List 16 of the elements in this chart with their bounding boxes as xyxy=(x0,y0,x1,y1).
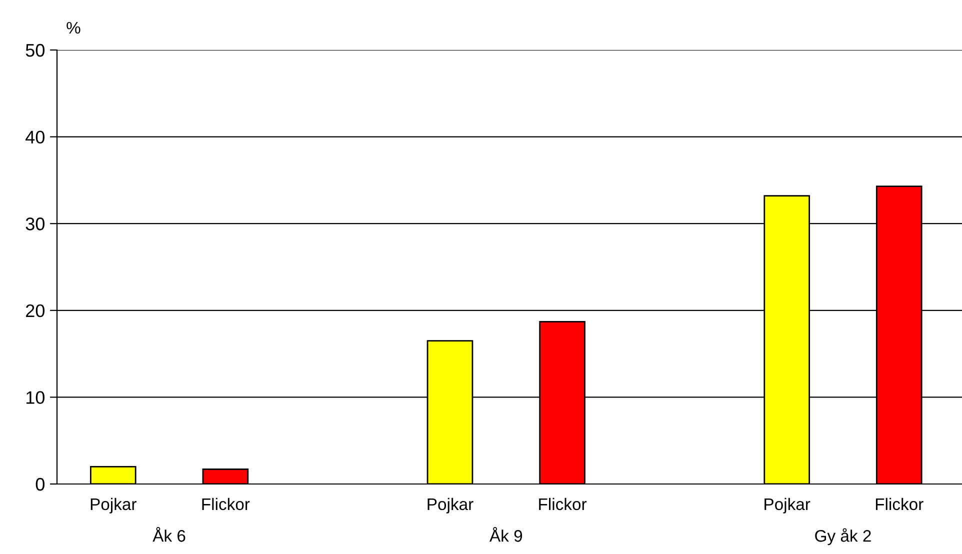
text: Gy åk 2 xyxy=(815,528,871,546)
x-tick-label: Pojkar xyxy=(764,498,810,514)
x-tick-label: Pojkar xyxy=(90,498,136,514)
y-axis-title: % xyxy=(66,22,80,34)
text: Åk 9 xyxy=(489,527,522,542)
y-tick-label: 50 xyxy=(26,44,44,57)
text: Åk 6 xyxy=(152,527,186,542)
x-tick-label: Flickor xyxy=(876,498,924,510)
y-tick-label: 30 xyxy=(26,218,44,230)
y-tick-label: 40 xyxy=(26,130,44,144)
y-tick-label: 10 xyxy=(26,391,44,404)
y-tick-label: 20 xyxy=(26,304,44,318)
y-tick-label: 0 xyxy=(36,478,44,491)
x-tick-label: Flickor xyxy=(202,498,250,510)
x-tick-label: Pojkar xyxy=(428,498,474,514)
x-tick-label: Flickor xyxy=(539,498,587,510)
